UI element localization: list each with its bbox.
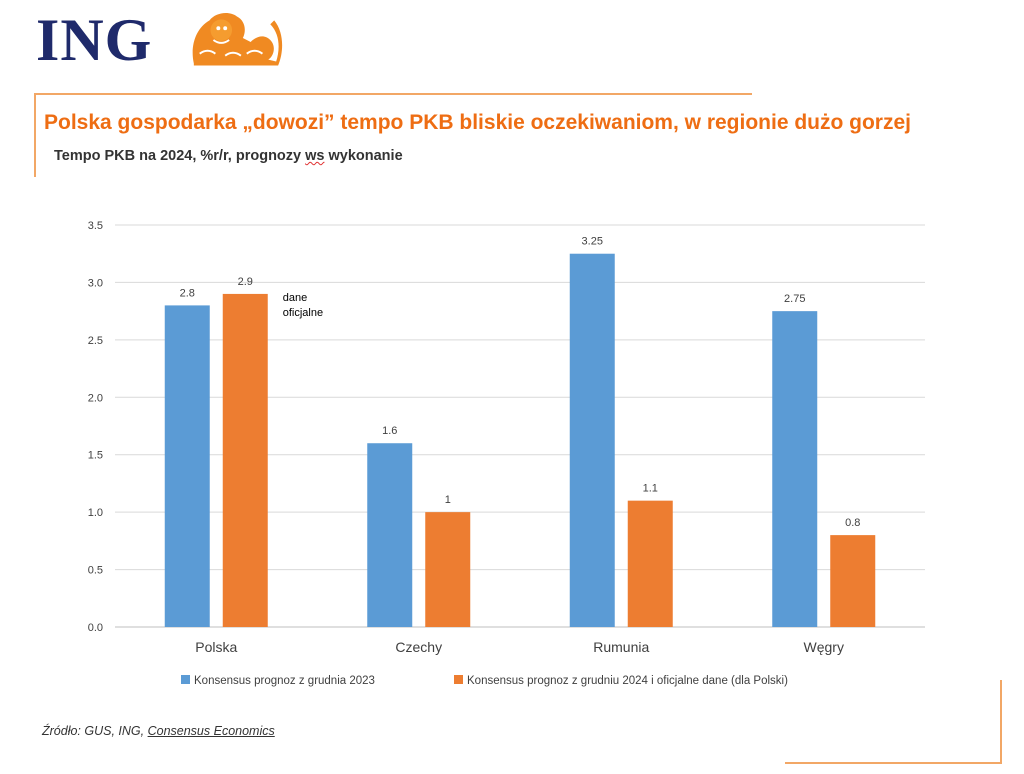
subtitle-post: wykonanie: [324, 148, 403, 164]
x-tick-label: Czechy: [395, 639, 442, 655]
bar: [772, 311, 818, 627]
data-label: 2.8: [180, 287, 195, 299]
y-tick-label: 3.5: [88, 220, 103, 232]
data-label: 1.1: [643, 483, 658, 495]
legend-swatch: [181, 675, 190, 684]
x-tick-label: Węgry: [804, 639, 844, 655]
bar: [425, 512, 471, 627]
data-label: 1: [445, 494, 451, 506]
y-tick-label: 1.0: [88, 507, 103, 519]
x-tick-label: Polska: [195, 639, 237, 655]
y-tick-label: 2.5: [88, 335, 103, 347]
logo-text: ING: [36, 7, 153, 73]
frame-line-bottom: [785, 762, 1002, 764]
data-label: 1.6: [382, 425, 397, 437]
lion-icon: [192, 13, 283, 66]
frame-line-top: [34, 93, 752, 95]
page-subtitle: Tempo PKB na 2024, %r/r, prognozy ws wyk…: [54, 148, 403, 164]
data-label: 2.9: [238, 276, 253, 288]
source-link: Consensus Economics: [147, 724, 275, 738]
source-note: Źródło: GUS, ING, Consensus Economics: [42, 724, 275, 738]
subtitle-pre: Tempo PKB na 2024, %r/r, prognozy: [54, 148, 306, 164]
y-tick-label: 0.0: [88, 622, 103, 634]
subtitle-ws: ws: [305, 148, 325, 164]
bar: [164, 305, 210, 627]
page-title: Polska gospodarka „dowozi” tempo PKB bli…: [44, 111, 911, 134]
legend-label: Konsensus prognoz z grudniu 2024 i oficj…: [467, 675, 788, 687]
y-tick-label: 1.5: [88, 450, 103, 462]
x-tick-label: Rumunia: [593, 639, 649, 655]
bar: [222, 293, 268, 627]
data-label: 0.8: [845, 517, 860, 529]
bar: [627, 500, 673, 627]
y-tick-label: 2.0: [88, 392, 103, 404]
legend-swatch: [454, 675, 463, 684]
y-tick-label: 0.5: [88, 565, 103, 577]
frame-line-right: [1000, 680, 1002, 764]
frame-line-left: [34, 93, 36, 177]
data-label: 3.25: [582, 236, 603, 248]
legend-label: Konsensus prognoz z grudnia 2023: [194, 675, 375, 687]
data-label: 2.75: [784, 293, 805, 305]
bar: [830, 535, 876, 627]
annotation-line-2: oficjalne: [283, 307, 323, 319]
bar: [569, 253, 615, 627]
bar: [367, 443, 413, 627]
source-pre: Źródło: GUS, ING,: [42, 724, 148, 738]
y-tick-label: 3.0: [88, 277, 103, 289]
bar-chart: 0.0 0.5 1.0 1.5 2.0 2.5 3.0 3.5 2.8 2.9 Polska 1.6 1…: [88, 220, 925, 687]
annotation-line-1: dane: [283, 292, 307, 304]
